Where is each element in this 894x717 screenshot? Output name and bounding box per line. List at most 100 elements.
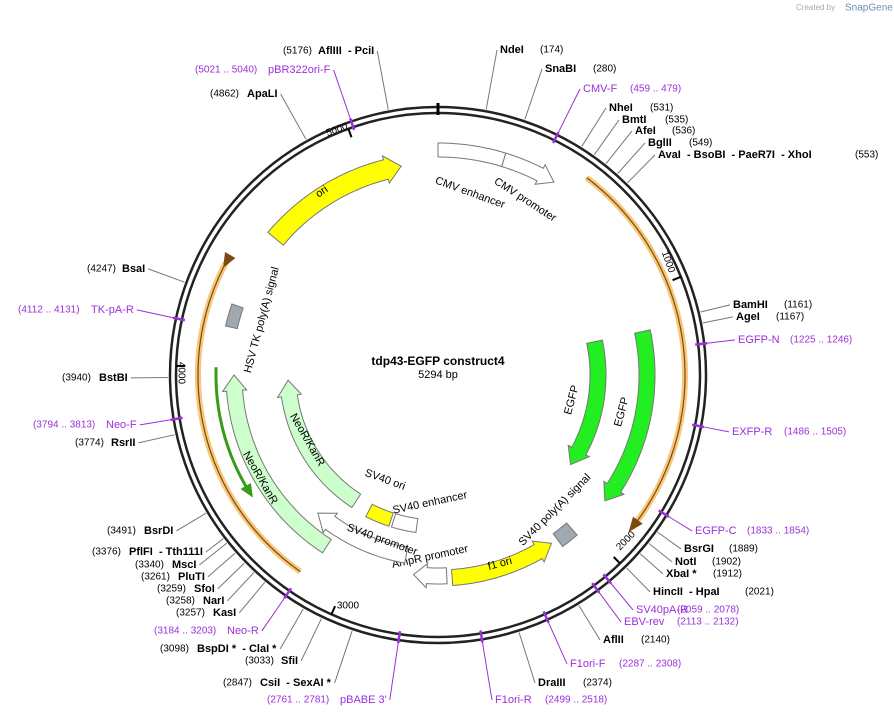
leader-line [700, 304, 731, 313]
site-name: BsrGI [684, 543, 714, 555]
site-name: AflIII - PciI [318, 45, 374, 57]
orf-line-green [214, 367, 251, 494]
orf-head [240, 483, 253, 498]
leader-line [557, 88, 581, 134]
site-position: (535) [665, 115, 688, 126]
primer-site [591, 582, 601, 594]
feature-arrow [390, 513, 419, 534]
site-position: (174) [540, 45, 563, 56]
primer-name: EGFP-N [738, 334, 780, 346]
site-position: (3376) [92, 547, 121, 558]
site-name: CsiI - SexAI * [260, 677, 332, 689]
feature-label: EGFP [562, 384, 581, 416]
feature-arrow [501, 152, 555, 185]
leader-line [617, 142, 646, 174]
primer-site [552, 131, 560, 144]
site-name: SfoI [194, 583, 215, 595]
primer-site [283, 587, 293, 599]
leader-line [610, 582, 634, 611]
primer-range: (5021 .. 5040) [195, 65, 257, 76]
site-name: ApaLI [247, 88, 278, 100]
site-position: (3774) [75, 438, 104, 449]
feature-arrow [552, 522, 578, 548]
leader-line [598, 591, 622, 623]
site-name: PflFI - Tth111I [129, 546, 203, 558]
site-position: (4247) [87, 264, 116, 275]
site-name: BglII [648, 137, 672, 149]
leader-line [300, 618, 322, 662]
leader-line [524, 68, 543, 120]
feature-arrow [451, 540, 553, 587]
primer-name: CMV-F [583, 83, 618, 95]
primer-name: pBABE 3' [340, 694, 387, 706]
site-name: BsrDI [144, 525, 173, 537]
primer-site [691, 423, 705, 429]
site-name: BamHI [733, 299, 768, 311]
plasmid-name: tdp43-EGFP construct4 [371, 354, 504, 368]
leader-line [138, 434, 175, 444]
primer-name: EBV-rev [624, 616, 665, 628]
leader-line [279, 608, 304, 650]
feature-arrow [437, 142, 507, 168]
site-position: (1167) [776, 312, 804, 323]
site-position: (3491) [107, 526, 136, 537]
feature-arrow [317, 512, 409, 564]
feature-label: HSV TK poly(A) signal [242, 266, 282, 375]
leader-line [485, 49, 498, 110]
site-position: (2847) [223, 678, 252, 689]
watermark-prefix: Created by [796, 3, 835, 12]
primer-name: TK-pA-R [91, 304, 134, 316]
primer-range: (2761 .. 2781) [267, 695, 329, 706]
leader-line [667, 515, 693, 532]
site-name: BmtI [622, 114, 646, 126]
site-position: (3257) [176, 608, 205, 619]
leader-line [280, 93, 307, 140]
primer-range: (2113 .. 2132) [677, 617, 739, 628]
watermark-brand: SnapGene [845, 3, 893, 14]
site-name: AvaI - BsoBI - PaeR7I - XhoI [658, 149, 812, 161]
primer-name: F1ori-R [495, 694, 532, 706]
feature-arrow [603, 329, 656, 502]
site-name: BstBI [99, 372, 128, 384]
feature-arrow [267, 154, 402, 246]
primer-range: (1486 .. 1505) [784, 427, 846, 438]
site-position: (3098) [160, 644, 189, 655]
primer-name: SV40pA-R [636, 604, 688, 616]
primer-name: EXFP-R [732, 426, 772, 438]
primer-name: EGFP-C [695, 525, 737, 537]
feature-arrow [225, 303, 244, 330]
leader-line [227, 572, 255, 602]
leader-line [702, 426, 730, 433]
site-position: (3033) [245, 656, 274, 667]
site-position: (553) [855, 150, 878, 161]
site-name: MscI [172, 559, 196, 571]
site-position: (2140) [641, 635, 670, 646]
leader-line [518, 632, 536, 684]
primer-site [602, 573, 613, 585]
site-name: DraIII [538, 677, 566, 689]
leader-line [148, 268, 185, 283]
primer-range: (3184 .. 3203) [154, 626, 216, 637]
primer-name: Neo-R [227, 625, 259, 637]
site-name: NheI [609, 102, 633, 114]
site-position: (2374) [583, 678, 612, 689]
site-name: BsaI [122, 263, 145, 275]
leader-line [648, 543, 673, 563]
leader-line [139, 419, 172, 426]
scale-tick [330, 605, 337, 615]
feature-label: ori [313, 183, 330, 200]
leader-line [581, 107, 607, 147]
leader-line [657, 531, 682, 550]
primer-range: (2499 .. 2518) [545, 695, 607, 706]
leader-line [376, 50, 389, 110]
feature-label: EGFP [612, 396, 631, 428]
site-position: (3940) [62, 373, 91, 384]
site-name: AgeI [736, 311, 760, 323]
primer-site [658, 509, 670, 518]
leader-line [207, 552, 236, 578]
leader-line [205, 538, 224, 553]
leader-line [626, 567, 651, 593]
primer-site [396, 631, 402, 644]
scale-tick [672, 275, 682, 282]
plasmid-length: 5294 bp [418, 369, 458, 381]
